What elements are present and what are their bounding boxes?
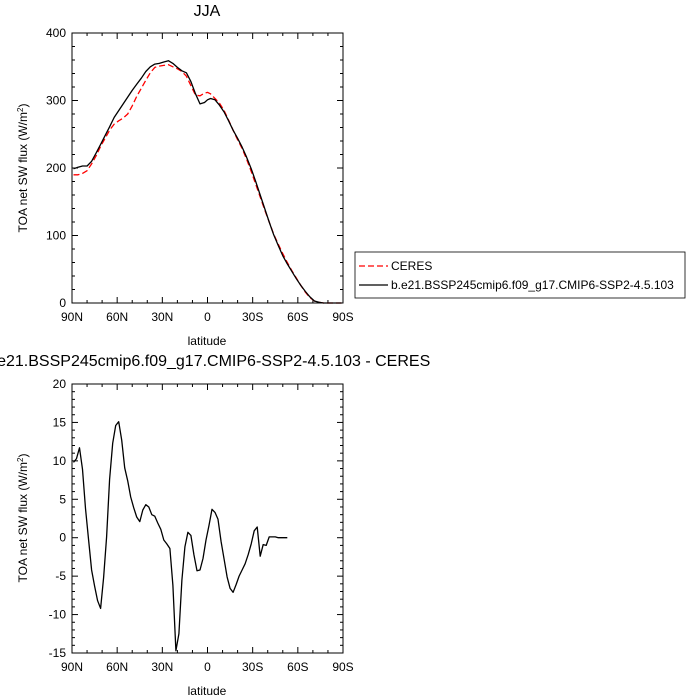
bottom-y-tick-label: 20	[53, 377, 67, 391]
bottom-y-tick-label: -15	[49, 646, 67, 660]
top-y-tick-label: 400	[46, 26, 66, 40]
legend: CERES b.e21.BSSP245cmip6.f09_g17.CMIP6-S…	[354, 251, 686, 299]
bottom-x-tick-label: 30N	[151, 660, 173, 674]
bottom-series-line-difference	[72, 421, 288, 652]
bottom-y-axis-label: TOA net SW flux (W/m2)	[16, 454, 30, 583]
top-plot-frame	[71, 32, 344, 304]
top-y-tick-label: 300	[46, 94, 66, 108]
bottom-y-tick-label: 0	[59, 531, 66, 545]
bottom-y-tick-label: 15	[53, 415, 67, 429]
top-x-axis-label: latitude	[188, 334, 227, 348]
top-x-tick-label: 30S	[242, 310, 263, 324]
bottom-plot-frame	[71, 383, 344, 654]
bottom-plot-lines	[72, 421, 288, 652]
bottom-x-tick-label: 0	[204, 660, 211, 674]
top-x-tick-label: 0	[204, 310, 211, 324]
top-series-line-model	[73, 60, 342, 304]
top-x-tick-label: 60S	[287, 310, 308, 324]
bottom-y-tick-label: 10	[53, 454, 67, 468]
bottom-y-tick-label: 5	[59, 492, 66, 506]
top-y-tick-label: 0	[59, 296, 66, 310]
top-x-tick-label: 90N	[61, 310, 83, 324]
bottom-y-tick-label: -10	[49, 608, 67, 622]
bottom-x-tick-label: 60S	[287, 660, 308, 674]
top-panel: JJA TOA net SW flux (W/m2) latitude 90N 6…	[16, 3, 686, 348]
bottom-panel: b.e21.BSSP245cmip6.f09_g17.CMIP6-SSP2-4.…	[0, 353, 430, 698]
top-plot-lines	[73, 60, 342, 304]
bottom-axes: 90N 60N 30N 0 30S 60S 90S -15 -10 -5 0 5 10 15 20	[49, 377, 354, 674]
bottom-x-tick-label: 90N	[61, 660, 83, 674]
legend-box	[354, 251, 686, 299]
bottom-y-tick-label: -5	[55, 569, 66, 583]
bottom-x-axis-label: latitude	[188, 684, 227, 698]
top-x-tick-label: 30N	[151, 310, 173, 324]
bottom-x-tick-label: 30S	[242, 660, 263, 674]
top-y-axis-label: TOA net SW flux (W/m2)	[16, 104, 30, 233]
top-x-tick-label: 60N	[106, 310, 128, 324]
top-x-tick-label: 90S	[332, 310, 353, 324]
top-axes: 90N 60N 30N 0 30S 60S 90S 0 100 200 300 400	[46, 26, 354, 324]
top-y-tick-label: 100	[46, 229, 66, 243]
bottom-x-tick-label: 90S	[332, 660, 353, 674]
top-chart-title: JJA	[194, 3, 221, 20]
bottom-x-tick-label: 60N	[106, 660, 128, 674]
top-y-tick-label: 200	[46, 161, 66, 175]
legend-ceres-label: CERES	[391, 259, 432, 273]
legend-model-label: b.e21.BSSP245cmip6.f09_g17.CMIP6-SSP2-4.…	[391, 278, 674, 292]
bottom-chart-title: b.e21.BSSP245cmip6.f09_g17.CMIP6-SSP2-4.…	[0, 353, 430, 370]
